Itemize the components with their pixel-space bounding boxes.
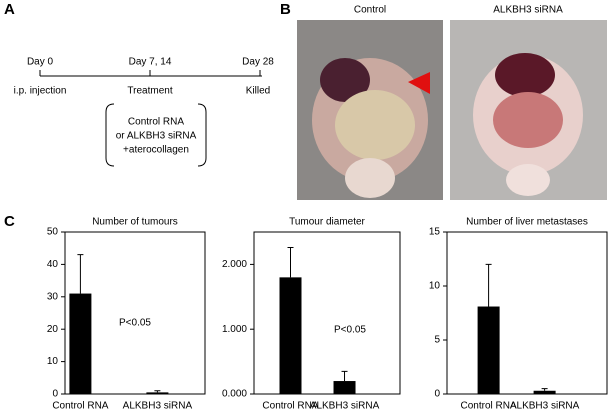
bar [146,392,169,394]
day-label: Day 7, 14 [129,57,172,68]
photo-title: Control [354,5,386,16]
bar [69,293,92,394]
y-tick-label: 20 [47,324,59,335]
annotation: P<0.05 [119,318,151,329]
y-tick-label: 10 [429,281,441,292]
y-tick-label: 2.000 [222,259,247,270]
error-bar [154,390,161,393]
plot-frame [64,231,206,395]
error-bar [77,254,84,294]
y-tick-label: 1.000 [222,324,247,335]
y-tick-label: 0 [434,389,440,400]
chart-title: Number of tumours [92,217,178,228]
bracket [197,103,207,167]
y-tick-label: 0.000 [222,389,247,400]
panel-label: C [4,213,15,230]
day-label: Day 28 [242,57,274,68]
treatment-line: or ALKBH3 siRNA [116,131,197,142]
photo-title: ALKBH3 siRNA [493,5,563,16]
bar [477,306,500,394]
x-tick-label: ALKBH3 siRNA [123,401,193,412]
x-tick-label: ALKBH3 siRNA [510,401,580,412]
x-tick-label: ALKBH3 siRNA [310,401,380,412]
y-tick-label: 5 [434,335,440,346]
photo [297,20,443,200]
event-label: Treatment [127,86,172,97]
chart-title: Tumour diameter [289,217,365,228]
plot-frame [446,231,608,395]
day-label: Day 0 [27,57,54,68]
annotation: P<0.05 [334,325,366,336]
bar [533,390,556,394]
y-tick-label: 50 [47,227,59,238]
panel-label: A [4,1,15,18]
treatment-line: Control RNA [128,117,184,128]
y-tick-label: 30 [47,291,59,302]
y-tick-label: 0 [52,389,58,400]
x-tick-label: Control RNA [461,401,517,412]
chart-title: Number of liver metastases [466,217,588,228]
bracket [105,103,115,167]
treatment-line: +aterocollagen [123,145,189,156]
y-tick-label: 10 [47,356,59,367]
event-label: Killed [246,86,270,97]
photo [450,20,607,200]
error-bar [485,263,492,307]
x-tick-label: Control RNA [52,401,108,412]
plot-frame [253,231,401,395]
y-tick-label: 15 [429,227,441,238]
error-bar [287,247,294,278]
bar [279,277,302,394]
event-label: i.p. injection [14,86,67,97]
x-tick-label: Control RNA [262,401,318,412]
error-bar [341,370,348,382]
bar [333,381,356,394]
error-bar [541,388,548,391]
panel-label: B [280,1,291,18]
y-tick-label: 40 [47,259,59,270]
